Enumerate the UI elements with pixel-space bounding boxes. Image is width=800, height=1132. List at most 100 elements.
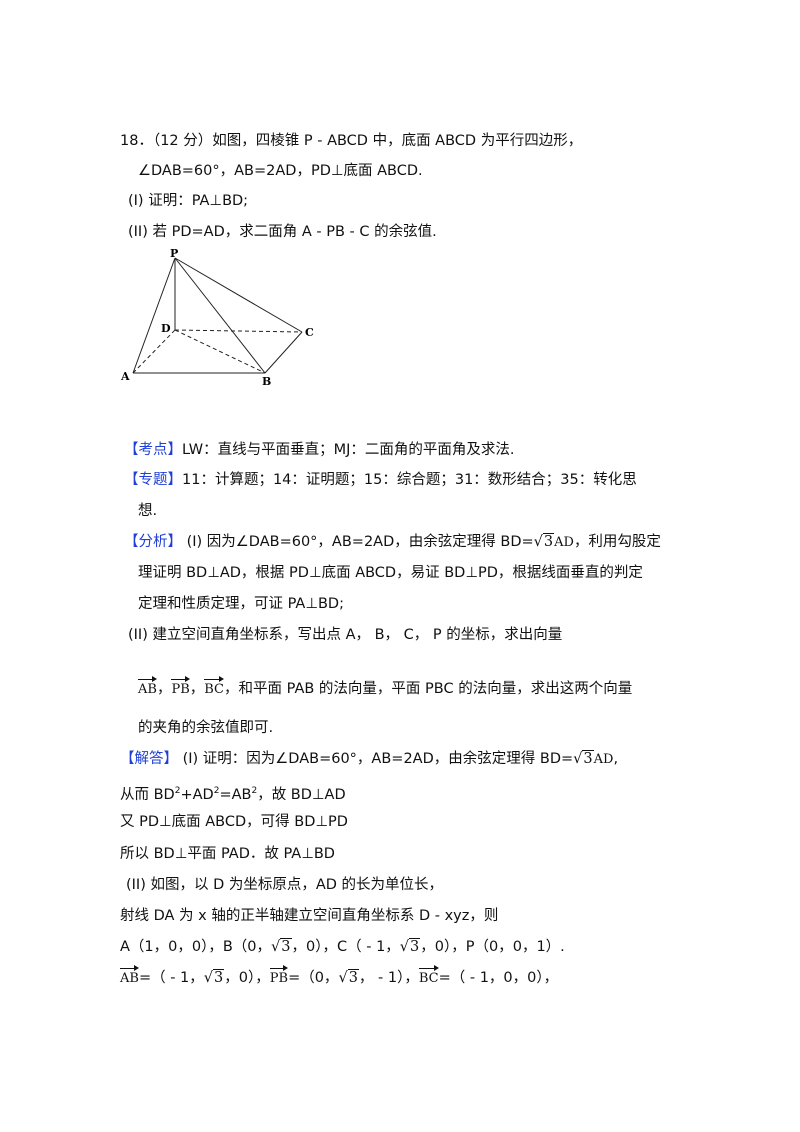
- edge-BC: [264, 331, 303, 374]
- sqrt-expression: √3: [399, 937, 421, 957]
- text-segment: 11：计算题；14：证明题；15：综合题；31：数形结合；35：转化思: [182, 472, 637, 488]
- text-line: (II) 若 PD=AD，求二面角 A - PB - C 的余弦值.: [128, 222, 437, 242]
- radicand: 3: [213, 969, 225, 986]
- edge-DB: [174, 329, 266, 374]
- sqrt-expression: √3: [338, 968, 359, 988]
- text-segment: +AD: [180, 786, 214, 803]
- edge-AD: [132, 329, 176, 374]
- vector: BC: [418, 965, 439, 989]
- text-segment: ，利用勾股定: [573, 534, 661, 550]
- text-segment: 理证明 BD⊥AD，根据 PD⊥底面 ABCD，易证 BD⊥PD，根据线面垂直的…: [138, 565, 643, 581]
- text-segment: ，和平面 PAB 的法向量，平面 PBC 的法向量，求出这两个向量: [224, 681, 633, 697]
- text-line: 从而 BD2+AD2=AB2，故 BD⊥AD: [120, 781, 346, 805]
- math-text: AD: [593, 752, 614, 767]
- edge-PB: [174, 257, 266, 374]
- text-segment: 射线 DA 为 x 轴的正半轴建立空间直角坐标系 D - xyz，则: [120, 908, 499, 924]
- sqrt-expression: √3: [573, 749, 594, 769]
- text-segment: (I) 证明：PA⊥BD;: [128, 193, 249, 209]
- radical-sign: √: [533, 534, 543, 550]
- text-segment: ，0），: [224, 970, 270, 986]
- section-label: 【解答】: [120, 751, 178, 767]
- label-D: D: [161, 322, 171, 335]
- superscript: 2: [213, 786, 220, 796]
- text-segment: 定理和性质定理，可证 PA⊥BD;: [138, 596, 344, 612]
- text-segment: (I) 因为∠DAB=60°，AB=2AD，由余弦定理得 BD=: [182, 534, 534, 550]
- text-line: 【分析】 (I) 因为∠DAB=60°，AB=2AD，由余弦定理得 BD=√3A…: [124, 532, 661, 553]
- text-line: (I) 证明：PA⊥BD;: [128, 191, 248, 211]
- text-segment: ，0），C（ - 1，: [291, 939, 400, 955]
- text-segment: (II) 若 PD=AD，求二面角 A - PB - C 的余弦值.: [128, 224, 437, 240]
- radical-sign: √: [573, 751, 583, 767]
- text-segment: =（ - 1，0，0），: [438, 970, 559, 986]
- text-line: 理证明 BD⊥AD，根据 PD⊥底面 ABCD，易证 BD⊥PD，根据线面垂直的…: [138, 563, 643, 583]
- edge-DC: [174, 329, 303, 333]
- text-line: AB=（ - 1，√3，0），PB=（0，√3， - 1），BC=（ - 1，0…: [120, 965, 559, 989]
- text-line: 定理和性质定理，可证 PA⊥BD;: [138, 594, 344, 614]
- sqrt-expression: √3: [203, 968, 225, 988]
- text-segment: LW：直线与平面垂直；MJ：二面角的平面角及求法.: [182, 442, 515, 458]
- vector: AB: [138, 676, 157, 700]
- text-line: (II) 建立空间直角坐标系，写出点 A， B， C， P 的坐标，求出向量: [128, 625, 562, 645]
- label-P: P: [170, 247, 178, 260]
- text-segment: 想.: [138, 503, 158, 519]
- text-segment: =（ - 1，: [138, 970, 204, 986]
- text-line: ∠DAB=60°，AB=2AD，PD⊥底面 ABCD.: [138, 161, 423, 181]
- text-segment: 的夹角的余弦值即可.: [138, 720, 274, 736]
- text-line: 【专题】11：计算题；14：证明题；15：综合题；31：数形结合；35：转化思: [124, 470, 637, 490]
- radicand: 3: [542, 533, 555, 550]
- text-line: 想.: [138, 501, 157, 521]
- radicand: 3: [409, 938, 421, 955]
- text-line: (II) 如图，以 D 为坐标原点，AD 的长为单位长，: [126, 875, 443, 895]
- vector: PB: [171, 676, 191, 700]
- radicand: 3: [347, 969, 359, 986]
- text-segment: ，故 BD⊥AD: [257, 786, 346, 803]
- text-segment: ，0），P（0，0，1）.: [420, 939, 565, 955]
- text-segment: ∠DAB=60°，AB=2AD，PD⊥底面 ABCD.: [138, 163, 423, 179]
- text-line: 所以 BD⊥平面 PAD．故 PA⊥BD: [120, 844, 335, 864]
- radicand: 3: [280, 938, 292, 955]
- text-segment: ，: [156, 681, 172, 697]
- radicand: 3: [582, 750, 594, 767]
- text-segment: =AB: [219, 786, 252, 803]
- superscript: 2: [251, 786, 258, 796]
- vector: BC: [204, 676, 224, 700]
- label-A: A: [120, 370, 130, 383]
- text-segment: 所以 BD⊥平面 PAD．故 PA⊥BD: [120, 846, 335, 862]
- text-line: 18．（12 分）如图，四棱锥 P - ABCD 中，底面 ABCD 为平行四边…: [120, 131, 582, 151]
- text-line: A（1，0，0），B（0，√3，0），C（ - 1，√3，0），P（0，0，1）…: [120, 937, 565, 957]
- text-line: 射线 DA 为 x 轴的正半轴建立空间直角坐标系 D - xyz，则: [120, 906, 498, 926]
- text-segment: (II) 建立空间直角坐标系，写出点 A， B， C， P 的坐标，求出向量: [128, 627, 563, 643]
- superscript: 2: [174, 786, 181, 796]
- pyramid-figure: P D C A B: [120, 247, 314, 388]
- text-line: 的夹角的余弦值即可.: [138, 718, 273, 738]
- text-segment: 18．（12 分）如图，四棱锥 P - ABCD 中，底面 ABCD 为平行四边…: [120, 133, 583, 149]
- sqrt-expression: √3: [271, 937, 292, 957]
- section-label: 【专题】: [124, 472, 182, 488]
- text-line: 又 PD⊥底面 ABCD，可得 BD⊥PD: [120, 812, 348, 832]
- vector: AB: [120, 965, 139, 989]
- text-segment: ， - 1），: [358, 970, 419, 986]
- text-segment: 从而 BD: [120, 786, 175, 803]
- text-segment: A（1，0，0），B（0，: [120, 939, 272, 955]
- math-text: AD: [554, 535, 574, 550]
- vector: PB: [269, 965, 289, 989]
- radical-sign: √: [203, 970, 214, 986]
- section-label: 【分析】: [124, 534, 182, 550]
- text-segment: (II) 如图，以 D 为坐标原点，AD 的长为单位长，: [126, 877, 444, 893]
- text-segment: ，: [189, 681, 205, 697]
- radical-sign: √: [271, 939, 281, 955]
- label-B: B: [262, 375, 271, 388]
- edge-PC: [174, 257, 303, 333]
- label-C: C: [305, 326, 314, 339]
- text-segment: (I) 证明：因为∠DAB=60°，AB=2AD，由余弦定理得 BD=: [178, 751, 574, 767]
- radical-sign: √: [399, 939, 410, 955]
- text-segment: =（0，: [288, 970, 339, 986]
- edge-PA: [132, 257, 176, 374]
- section-label: 【考点】: [124, 442, 182, 458]
- text-segment: ,: [613, 751, 619, 767]
- text-line: AB，PB，BC，和平面 PAB 的法向量，平面 PBC 的法向量，求出这两个向…: [138, 676, 633, 700]
- text-segment: 又 PD⊥底面 ABCD，可得 BD⊥PD: [120, 814, 348, 830]
- text-line: 【解答】 (I) 证明：因为∠DAB=60°，AB=2AD，由余弦定理得 BD=…: [120, 749, 618, 770]
- text-line: 【考点】LW：直线与平面垂直；MJ：二面角的平面角及求法.: [124, 440, 514, 460]
